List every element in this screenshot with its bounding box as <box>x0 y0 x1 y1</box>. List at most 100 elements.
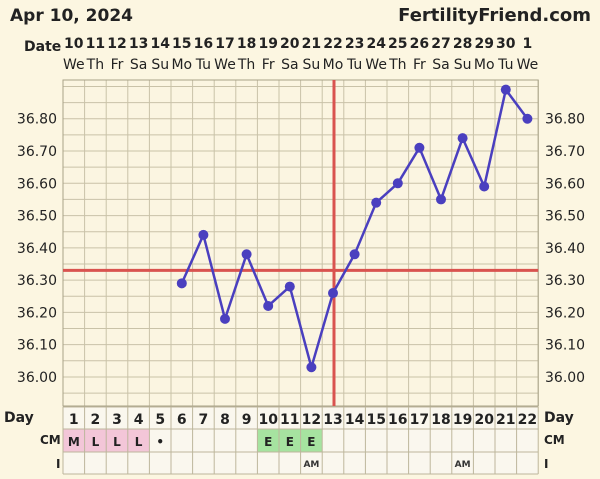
temperature-point <box>457 133 468 144</box>
y-tick-label-left: 36.40 <box>17 241 57 257</box>
temperature-point <box>436 194 446 205</box>
x-date-label: 15 <box>172 36 191 52</box>
intercourse-entry: AM <box>303 460 319 470</box>
temperature-point <box>328 288 338 299</box>
x-weekday-label: Th <box>86 57 104 73</box>
x-date-label: 26 <box>410 36 429 52</box>
y-tick-label-right: 36.10 <box>545 338 585 354</box>
cm-cell-fill <box>279 429 301 452</box>
y-tick-label-right: 36.80 <box>545 112 585 128</box>
cycle-day-label: 15 <box>366 412 385 428</box>
site-name: FertilityFriend.com <box>398 5 591 26</box>
y-tick-label-left: 36.50 <box>17 209 57 225</box>
cycle-day-label: 14 <box>345 412 365 428</box>
x-date-label: 18 <box>237 36 256 52</box>
x-date-label: 13 <box>129 36 148 52</box>
y-tick-label-left: 36.30 <box>17 273 57 289</box>
temperature-point <box>306 362 317 373</box>
x-date-label: 10 <box>64 36 84 52</box>
x-weekday-label: We <box>517 57 539 73</box>
cycle-day-label: 11 <box>280 412 299 428</box>
temperature-point <box>220 313 230 324</box>
intercourse-row-label-left: I <box>56 457 60 471</box>
x-date-label: 25 <box>388 36 407 52</box>
x-date-label: 27 <box>431 36 450 52</box>
x-weekday-label: Su <box>454 57 472 73</box>
cycle-day-label: 12 <box>302 412 321 428</box>
x-date-label: 1 <box>523 36 533 52</box>
x-date-label: 30 <box>496 36 516 52</box>
cm-entry: M <box>68 435 80 449</box>
x-date-label: 22 <box>323 36 342 52</box>
x-date-label: 21 <box>302 36 321 52</box>
temperature-point <box>263 300 274 311</box>
x-weekday-label: Mo <box>323 57 344 73</box>
cycle-day-label: 22 <box>518 412 537 428</box>
temperature-point <box>284 281 295 292</box>
temperature-point <box>479 181 490 192</box>
cycle-day-label: 9 <box>242 412 252 428</box>
x-weekday-label: Sa <box>432 57 449 73</box>
cm-cell-fill <box>84 429 107 452</box>
cycle-day-label: 18 <box>431 412 450 428</box>
y-tick-label-right: 36.70 <box>545 144 585 160</box>
plot-border <box>62 79 539 407</box>
cycle-day-label: 8 <box>220 412 230 428</box>
cm-entry: L <box>92 435 100 449</box>
cm-cell-fill <box>63 429 85 452</box>
y-tick-label-right: 36.20 <box>545 305 585 321</box>
cm-entry: • <box>156 435 164 449</box>
x-date-label: 20 <box>280 36 300 52</box>
x-weekday-label: Th <box>237 57 255 73</box>
cycle-day-label: 6 <box>177 412 187 428</box>
cm-entry: L <box>135 435 143 449</box>
cycle-day-label: 21 <box>496 412 515 428</box>
intercourse-entry: AM <box>455 460 471 470</box>
y-tick-label-left: 36.80 <box>17 112 57 128</box>
x-weekday-label: Th <box>388 57 406 73</box>
cycle-day-label: 16 <box>388 412 407 428</box>
cycle-day-label: 13 <box>323 412 342 428</box>
y-tick-label-right: 36.00 <box>545 370 585 386</box>
temperature-point <box>349 249 360 260</box>
temperature-point <box>392 178 403 189</box>
x-weekday-label: Su <box>151 57 169 73</box>
y-tick-label-left: 36.20 <box>17 305 57 321</box>
cycle-day-label: 4 <box>134 412 144 428</box>
x-date-label: 17 <box>215 36 234 52</box>
cm-entry: E <box>264 435 272 449</box>
temperature-point <box>414 142 425 153</box>
x-weekday-label: Tu <box>497 57 513 73</box>
cycle-day-label: 1 <box>69 412 79 428</box>
y-tick-label-right: 36.50 <box>545 209 585 225</box>
day-row-label-left: Day <box>4 410 34 426</box>
cycle-day-label: 10 <box>258 412 278 428</box>
y-tick-label-right: 36.30 <box>545 273 585 289</box>
cycle-day-label: 3 <box>112 412 122 428</box>
x-date-label: 11 <box>86 36 105 52</box>
x-weekday-label: Fr <box>413 57 426 73</box>
x-weekday-label: We <box>365 57 387 73</box>
x-weekday-label: Mo <box>474 57 495 73</box>
x-weekday-label: Sa <box>130 57 147 73</box>
x-weekday-label: Tu <box>346 57 362 73</box>
cm-cell-fill <box>127 429 150 452</box>
temperature-point <box>522 113 533 124</box>
y-tick-label-right: 36.40 <box>545 241 585 257</box>
cm-cell-fill <box>106 429 128 452</box>
day-row-label-right: Day <box>544 410 574 426</box>
temperature-point <box>241 249 252 260</box>
x-date-label: 29 <box>474 36 493 52</box>
x-date-label: 12 <box>107 36 126 52</box>
y-tick-label-right: 36.60 <box>545 176 585 192</box>
cycle-day-label: 20 <box>474 412 494 428</box>
x-date-label: 19 <box>258 36 277 52</box>
x-weekday-label: Su <box>303 57 321 73</box>
cm-row-label-right: CM <box>544 433 565 447</box>
temperature-point <box>371 197 382 208</box>
cm-entry: E <box>307 435 315 449</box>
y-tick-label-left: 36.00 <box>17 370 57 386</box>
cycle-day-label: 19 <box>453 412 472 428</box>
